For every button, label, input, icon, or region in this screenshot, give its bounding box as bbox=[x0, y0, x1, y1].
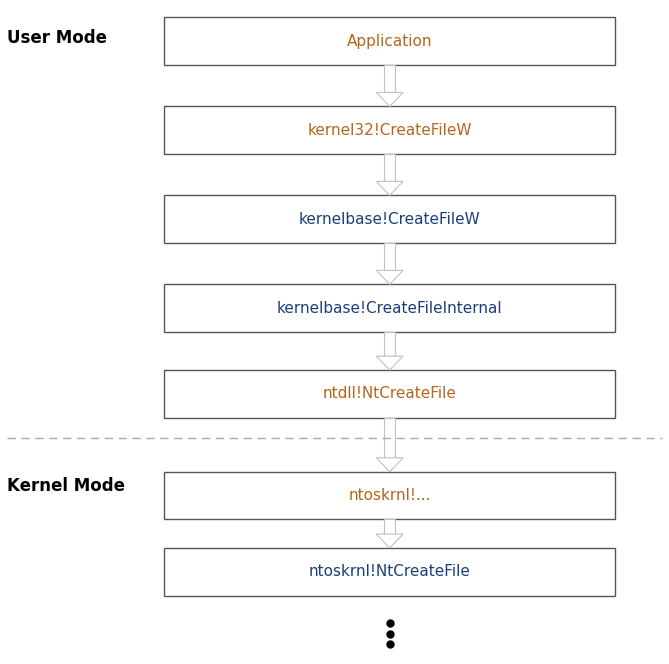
Text: kernel32!CreateFileW: kernel32!CreateFileW bbox=[308, 123, 472, 137]
Bar bbox=[164, 284, 615, 332]
Polygon shape bbox=[376, 457, 403, 472]
Text: kernelbase!CreateFileW: kernelbase!CreateFileW bbox=[299, 212, 480, 226]
Text: ntdll!NtCreateFile: ntdll!NtCreateFile bbox=[322, 386, 457, 402]
Polygon shape bbox=[376, 181, 403, 195]
Bar bbox=[164, 17, 615, 65]
Text: Application: Application bbox=[347, 34, 432, 48]
Bar bbox=[384, 65, 395, 92]
Text: Kernel Mode: Kernel Mode bbox=[7, 477, 124, 495]
Polygon shape bbox=[376, 92, 403, 106]
Text: User Mode: User Mode bbox=[7, 29, 106, 47]
Polygon shape bbox=[376, 270, 403, 284]
Bar bbox=[164, 106, 615, 154]
Text: ntoskrnl!NtCreateFile: ntoskrnl!NtCreateFile bbox=[309, 564, 470, 580]
Bar bbox=[164, 370, 615, 418]
Bar bbox=[384, 332, 395, 356]
Bar bbox=[164, 195, 615, 243]
Polygon shape bbox=[376, 356, 403, 370]
Bar bbox=[164, 472, 615, 519]
Polygon shape bbox=[376, 534, 403, 548]
Bar bbox=[384, 519, 395, 534]
Bar bbox=[384, 418, 395, 457]
Bar bbox=[384, 154, 395, 181]
Bar bbox=[384, 243, 395, 270]
Text: ntoskrnl!...: ntoskrnl!... bbox=[349, 488, 431, 503]
Text: kernelbase!CreateFileInternal: kernelbase!CreateFileInternal bbox=[277, 301, 502, 315]
Bar bbox=[164, 548, 615, 596]
